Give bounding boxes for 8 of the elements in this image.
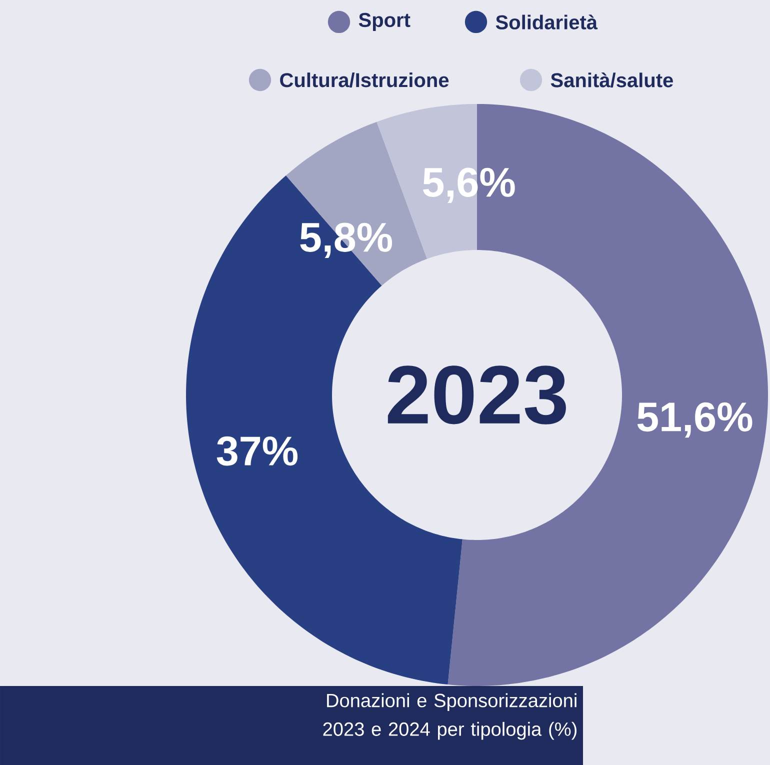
data-label: 51,6% [637, 402, 752, 438]
legend-label: Cultura/Istruzione [280, 72, 449, 88]
text: 2023 [388, 366, 566, 424]
legend-label: Sanità/salute [550, 72, 673, 88]
data-label: 37% [216, 436, 298, 466]
legend-label: Solidarietà [496, 14, 598, 30]
legend-label: Sport [358, 12, 410, 32]
text: Donazioni e Sponsorizzazioni 2023 e 2024 per tipologia (%) [323, 693, 576, 740]
